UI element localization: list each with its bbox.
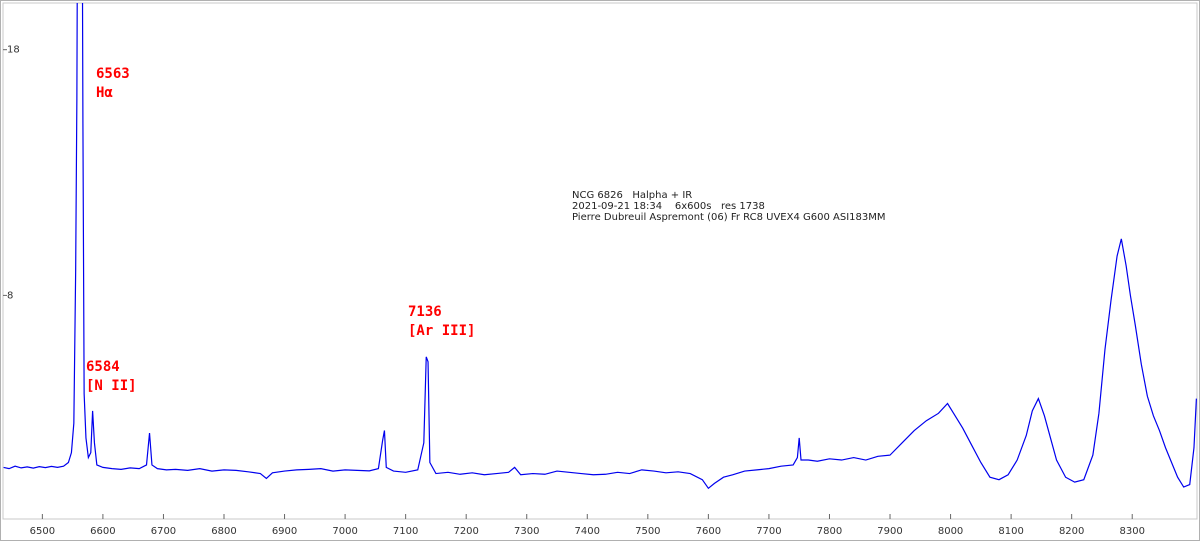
annotation-wavelength: 6584 (86, 359, 120, 375)
x-tick-label: 7500 (635, 526, 660, 537)
x-tick-label: 7400 (575, 526, 600, 537)
x-tick-label: 7600 (696, 526, 721, 537)
spectrum-line (3, 3, 1197, 490)
x-tick-label: 7100 (393, 526, 418, 537)
annotation-line: Hα (96, 85, 113, 101)
x-tick-label: 6600 (90, 526, 115, 537)
x-tick-label: 8300 (1119, 526, 1144, 537)
x-tick-label: 8200 (1059, 526, 1084, 537)
x-tick-label: 7800 (817, 526, 842, 537)
x-tick-label: 7200 (453, 526, 478, 537)
info-line: 2021-09-21 18:34 6x600s res 1738 (572, 201, 765, 212)
annotation-wavelength: 6563 (96, 66, 130, 82)
plot-area (2, 2, 1198, 520)
x-tick-label: 6500 (30, 526, 55, 537)
x-tick-label: 6800 (211, 526, 236, 537)
y-tick-label: 18 (7, 45, 20, 56)
x-tick-label: 7900 (877, 526, 902, 537)
x-tick-label: 6900 (272, 526, 297, 537)
x-tick-label: 7300 (514, 526, 539, 537)
annotation-line: [Ar III] (408, 323, 475, 339)
x-tick-label: 8000 (938, 526, 963, 537)
info-line: Pierre Dubreuil Aspremont (06) Fr RC8 UV… (572, 212, 886, 223)
x-tick-label: 7700 (756, 526, 781, 537)
info-line: NCG 6826 Halpha + IR (572, 190, 692, 201)
x-tick-label: 8100 (998, 526, 1023, 537)
annotation-wavelength: 7136 (408, 304, 442, 320)
annotation-line: [N II] (86, 378, 137, 394)
x-tick-label: 7000 (332, 526, 357, 537)
y-tick-label: 8 (7, 290, 13, 301)
x-tick-label: 6700 (151, 526, 176, 537)
